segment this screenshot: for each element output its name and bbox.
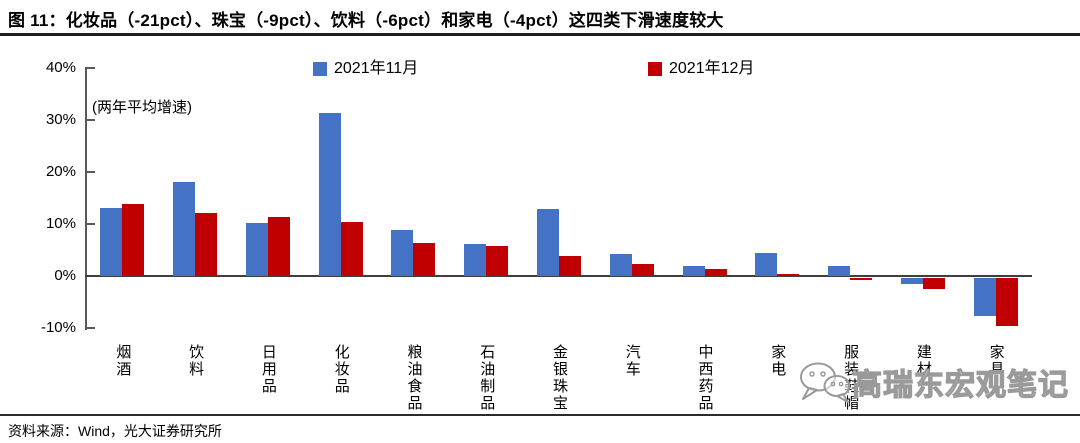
x-category-label: 饮料 [187,344,205,378]
y-tick-label: -10% [40,319,76,336]
x-category-label: 建材 [914,344,932,378]
bar-dec-粮油食品 [413,242,436,276]
bar-dec-饮料 [195,212,218,276]
x-category-label: 化妆品 [332,344,350,395]
bar-dec-金银珠宝 [559,256,581,276]
bar-nov-化妆品 [318,112,341,276]
x-category-label: 家电 [769,344,787,378]
watermark: 高瑞东宏观笔记 [798,360,1069,404]
x-category-label: 金银珠宝 [551,344,568,412]
legend-label: 2021年11月 [334,60,419,77]
y-tick-mark [85,327,95,329]
bar-nov-烟酒 [100,208,123,276]
y-tick-label: 40% [45,59,76,76]
legend-swatch-icon [313,62,327,76]
x-category-label: 中西药品 [696,344,714,412]
bar-nov-日用品 [245,222,268,276]
bar-dec-家电 [777,274,800,276]
y-tick-mark [85,223,95,225]
bar-nov-饮料 [173,182,196,276]
bar-nov-汽车 [609,253,632,276]
y-tick-mark [85,67,95,69]
bar-nov-金银珠宝 [537,208,559,276]
bar-dec-化妆品 [340,221,363,276]
legend-item-1: 2021年11月 [313,60,418,78]
x-category-label: 烟酒 [114,344,132,378]
title-divider [0,33,1080,36]
bar-nov-粮油食品 [391,229,414,276]
bar-dec-石油制品 [486,245,509,276]
y-tick-label: 20% [45,163,76,180]
y-tick-mark [85,119,95,121]
x-axis-line [85,275,1032,277]
x-category-label: 粮油食品 [405,344,423,412]
x-category-label: 日用品 [259,344,277,395]
x-category-label: 石油制品 [478,344,496,412]
wechat-icon [800,362,851,403]
legend-label: 2021年12月 [669,60,755,77]
legend-swatch-icon [648,62,662,76]
bar-dec-中西药品 [704,268,727,276]
legend-item-2: 2021年12月 [648,60,754,78]
x-category-label: 服装鞋帽 [842,344,860,412]
bar-nov-家电 [755,253,778,276]
x-category-label: 汽车 [623,344,641,378]
bar-nov-建材 [900,278,923,285]
bar-nov-中西药品 [682,265,705,276]
bar-dec-汽车 [631,263,654,276]
bar-dec-服装鞋帽 [850,278,873,280]
y-axis-line [85,67,87,330]
x-category-label: 家具 [987,344,1005,378]
y-tick-label: 30% [45,111,76,128]
bar-dec-建材 [922,278,945,290]
y-tick-mark [85,171,95,173]
bar-dec-家具 [995,278,1018,326]
bar-nov-服装鞋帽 [828,265,851,276]
bar-dec-日用品 [267,216,290,276]
footer-divider [0,414,1080,416]
y-tick-label: 0% [54,267,76,284]
source-note: 资料来源：Wind，光大证券研究所 [8,423,222,439]
watermark-text: 高瑞东宏观笔记 [851,368,1069,402]
y-tick-label: 10% [45,215,76,232]
figure-title: 图 11：化妆品（-21pct）、珠宝（-9pct）、饮料（-6pct）和家电（… [8,11,724,30]
chart-annotation: (两年平均增速) [92,99,192,116]
bar-nov-家具 [973,278,996,317]
bar-nov-石油制品 [464,243,487,276]
bar-dec-烟酒 [122,203,145,276]
